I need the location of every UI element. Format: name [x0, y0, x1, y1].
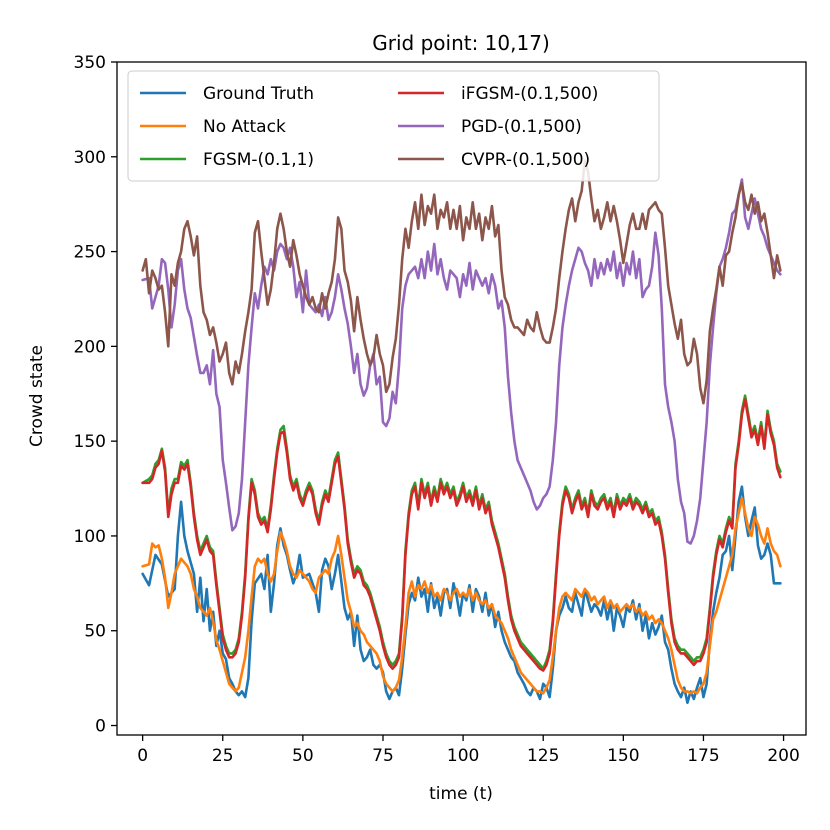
legend-label: CVPR-(0.1,500): [461, 150, 590, 170]
series-line-4: [141, 398, 782, 672]
plot-area: [141, 159, 782, 705]
legend: Ground Truth No Attack FGSM-(0.1,1) iFGSM-(…: [127, 70, 660, 182]
y-tick-label: 50: [84, 622, 106, 642]
legend-label: iFGSM-(0.1,500): [461, 84, 598, 104]
y-tick-label: 350: [74, 53, 106, 73]
legend-label: PGD-(0.1,500): [461, 117, 582, 137]
legend-label: FGSM-(0.1,1): [203, 150, 314, 170]
chart-title: Grid point: 10,17): [372, 31, 550, 55]
x-tick-label: 25: [212, 746, 234, 766]
y-tick-label: 0: [95, 717, 106, 737]
x-tick-label: 200: [767, 746, 799, 766]
axes: 0 25 50 75 100 125 150 175 200 0 50 100 150 200 250 300…: [74, 53, 807, 766]
plot-frame: [116, 61, 807, 736]
y-tick-label: 150: [74, 432, 106, 452]
x-tick-label: 50: [292, 746, 314, 766]
x-tick-label: 125: [527, 746, 559, 766]
x-tick-label: 175: [687, 746, 719, 766]
x-tick-label: 150: [607, 746, 639, 766]
x-tick-label: 75: [372, 746, 394, 766]
y-tick-label: 100: [74, 527, 106, 547]
x-axis-label: time (t): [429, 784, 493, 804]
y-tick-label: 200: [74, 337, 106, 357]
series-line-2: [141, 496, 782, 695]
y-tick-label: 250: [74, 243, 106, 263]
legend-label: No Attack: [203, 117, 286, 137]
x-tick-label: 100: [447, 746, 479, 766]
legend-box: [127, 70, 660, 182]
series-line-3: [141, 394, 782, 670]
legend-label: Ground Truth: [203, 84, 314, 104]
y-axis-label: Crowd state: [27, 345, 47, 447]
x-tick-label: 0: [137, 746, 148, 766]
y-tick-label: 300: [74, 148, 106, 168]
series-line-5: [141, 178, 782, 545]
series-line-6: [141, 159, 782, 405]
